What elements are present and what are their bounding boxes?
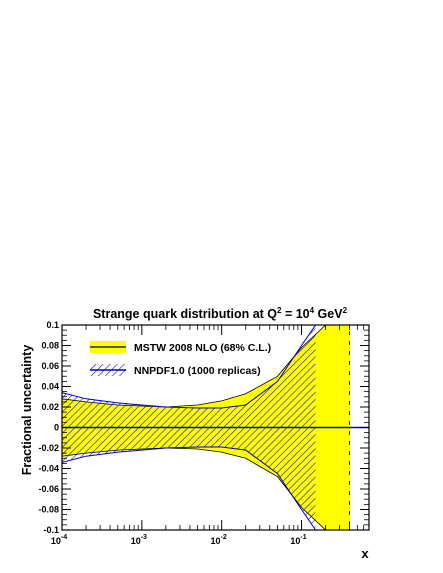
chart-title: Strange quark distribution at Q2 = 104 G… xyxy=(93,306,348,321)
y-tick-label: -0.02 xyxy=(38,443,59,453)
y-tick-label: 0.04 xyxy=(41,382,59,392)
y-tick-label: -0.08 xyxy=(38,505,59,515)
y-tick-label: -0.1 xyxy=(43,525,59,535)
legend-item-nnpdf: NNPDF1.0 (1000 replicas) xyxy=(90,364,261,377)
nnpdf-upper-edge xyxy=(62,325,317,409)
legend-label-nnpdf: NNPDF1.0 (1000 replicas) xyxy=(134,365,261,377)
y-tick-label: -0.06 xyxy=(38,484,59,494)
axis-ticks: -0.1 -0.08 -0.06 -0.04 -0.02 0 0.02 0.04 0.06 0.0… xyxy=(38,320,369,546)
nnpdf-lower-edge xyxy=(62,446,317,530)
legend-label-mstw: MSTW 2008 NLO (68% C.L.) xyxy=(134,342,271,354)
x-tick-label: 10-2 xyxy=(211,534,227,546)
legend: MSTW 2008 NLO (68% C.L.) NNPDF1.0 (1000 … xyxy=(90,341,271,377)
y-axis-label: Fractional uncertainty xyxy=(20,345,34,476)
x-axis-label: x xyxy=(361,546,369,561)
plot-area xyxy=(62,325,369,530)
x-tick-label: 10-1 xyxy=(290,534,306,546)
y-tick-label: 0.06 xyxy=(41,361,59,371)
y-tick-label: 0.02 xyxy=(41,402,59,412)
x-tick-label: 10-3 xyxy=(131,534,147,546)
x-tick-label: 10-4 xyxy=(51,534,67,546)
legend-item-mstw: MSTW 2008 NLO (68% C.L.) xyxy=(90,341,271,354)
y-tick-label: -0.04 xyxy=(38,464,59,474)
y-tick-label: 0.1 xyxy=(46,320,59,330)
y-tick-label: 0.08 xyxy=(41,341,59,351)
y-tick-label: 0 xyxy=(54,423,59,433)
